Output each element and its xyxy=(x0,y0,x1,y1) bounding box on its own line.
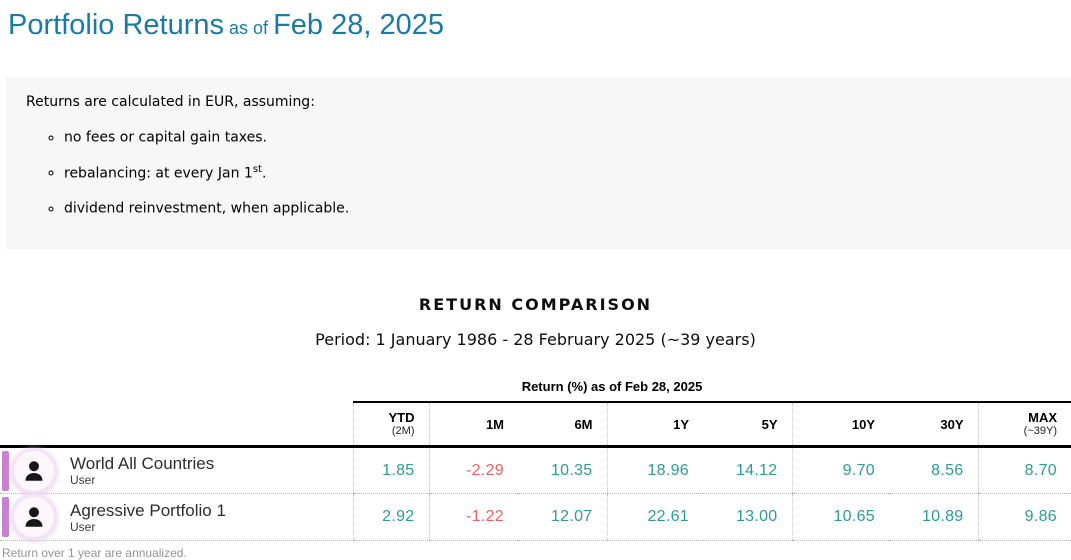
assumption-item-fees: no fees or capital gain taxes. xyxy=(64,124,1051,148)
value-ytd: 2.92 xyxy=(352,493,429,542)
assumptions-info-box: Returns are calculated in EUR, assuming:… xyxy=(6,77,1071,249)
column-header-10y: 10Y xyxy=(791,401,889,449)
assumption-item-dividends: dividend reinvestment, when applicable. xyxy=(64,195,1051,219)
table-column-header-row: YTD (2M) 1M 6M 1Y 5Y 10Y 30Y MAX (~39Y) xyxy=(0,401,1071,449)
value-max: 8.70 xyxy=(977,446,1071,495)
return-comparison-heading: RETURN COMPARISON xyxy=(418,294,653,314)
portfolio-owner: User xyxy=(70,473,96,488)
user-icon xyxy=(21,458,47,484)
value-1y: 22.61 xyxy=(606,493,703,542)
value-10y: 10.65 xyxy=(791,493,889,542)
annualized-footnote: Return over 1 year are annualized. xyxy=(2,546,187,560)
assumptions-intro: Returns are calculated in EUR, assuming: xyxy=(26,94,315,110)
value-6m: 12.07 xyxy=(518,493,607,542)
user-avatar xyxy=(14,450,54,491)
portfolio-cell: World All Countries User xyxy=(0,446,353,495)
value-max: 9.86 xyxy=(977,493,1071,542)
name-column-spacer xyxy=(0,375,353,402)
table-row-world-all-countries: World All Countries User 1.85 -2.29 10.3… xyxy=(0,446,1071,495)
column-header-1y: 1Y xyxy=(606,401,703,449)
value-10y: 9.70 xyxy=(791,446,889,495)
value-1m: -2.29 xyxy=(428,446,518,495)
portfolio-owner: User xyxy=(70,519,96,534)
table-span-header-row: Return (%) as of Feb 28, 2025 xyxy=(0,374,1071,403)
portfolio-cell: Agressive Portfolio 1 User xyxy=(0,493,353,542)
column-header-30y: 30Y xyxy=(889,401,978,449)
assumption-item-rebalancing: rebalancing: at every Jan 1st. xyxy=(64,160,1051,184)
table-row-agressive-portfolio-1: Agressive Portfolio 1 User 2.92 -1.22 12… xyxy=(0,493,1071,542)
return-comparison-table: Return (%) as of Feb 28, 2025 YTD (2M) 1M… xyxy=(0,374,1071,542)
value-30y: 8.56 xyxy=(889,446,978,495)
column-header-max: MAX (~39Y) xyxy=(977,401,1071,449)
portfolio-accent-bar xyxy=(2,497,9,538)
value-1m: -1.22 xyxy=(428,493,518,542)
page-title-main: Portfolio Returns xyxy=(8,9,224,41)
user-avatar xyxy=(14,497,54,538)
page-title: Portfolio Returns as of Feb 28, 2025 xyxy=(8,6,1071,45)
page-title-date: Feb 28, 2025 xyxy=(273,9,444,41)
return-span-header: Return (%) as of Feb 28, 2025 xyxy=(353,374,1071,403)
value-5y: 14.12 xyxy=(703,446,792,495)
column-header-5y: 5Y xyxy=(703,401,792,449)
value-1y: 18.96 xyxy=(606,446,703,495)
portfolio-name: World All Countries xyxy=(70,454,215,474)
page-title-asof: as of xyxy=(229,18,269,38)
column-header-1m: 1M xyxy=(428,401,518,449)
value-6m: 10.35 xyxy=(518,446,607,495)
name-column-header xyxy=(0,401,353,449)
value-5y: 13.00 xyxy=(703,493,792,542)
value-30y: 10.89 xyxy=(889,493,978,542)
portfolio-name: Agressive Portfolio 1 xyxy=(70,500,226,520)
column-header-ytd: YTD (2M) xyxy=(352,401,429,449)
portfolio-accent-bar xyxy=(2,450,9,491)
column-header-6m: 6M xyxy=(518,401,607,449)
period-text: Period: 1 January 1986 - 28 February 202… xyxy=(315,329,756,349)
user-icon xyxy=(21,504,47,530)
assumptions-list: no fees or capital gain taxes. rebalanci… xyxy=(26,124,1051,219)
value-ytd: 1.85 xyxy=(352,446,429,495)
